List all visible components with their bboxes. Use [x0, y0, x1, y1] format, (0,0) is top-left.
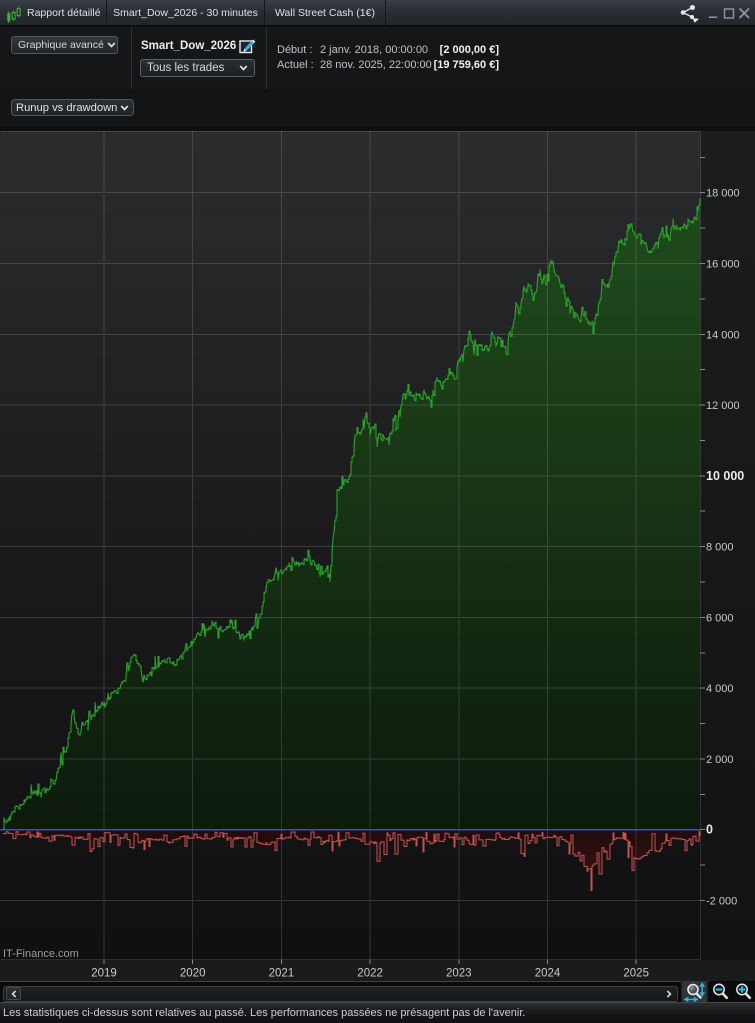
svg-text:IT-Finance.com: IT-Finance.com — [3, 948, 79, 960]
svg-text:2024: 2024 — [535, 968, 561, 980]
svg-text:8 000: 8 000 — [706, 542, 734, 554]
svg-text:2021: 2021 — [269, 968, 295, 980]
svg-text:2025: 2025 — [623, 968, 649, 980]
svg-text:10 000: 10 000 — [706, 469, 744, 483]
svg-text:16 000: 16 000 — [706, 259, 740, 271]
svg-text:0: 0 — [706, 823, 713, 837]
svg-text:18 000: 18 000 — [706, 188, 740, 200]
svg-text:2023: 2023 — [446, 968, 472, 980]
svg-text:6 000: 6 000 — [706, 612, 734, 624]
svg-text:4 000: 4 000 — [706, 683, 734, 695]
svg-text:2019: 2019 — [91, 968, 117, 980]
svg-text:2 000: 2 000 — [706, 754, 734, 766]
svg-text:-2 000: -2 000 — [706, 896, 737, 908]
svg-text:2022: 2022 — [357, 968, 383, 980]
svg-text:12 000: 12 000 — [706, 400, 740, 412]
svg-text:2020: 2020 — [180, 968, 206, 980]
svg-text:14 000: 14 000 — [706, 329, 740, 341]
